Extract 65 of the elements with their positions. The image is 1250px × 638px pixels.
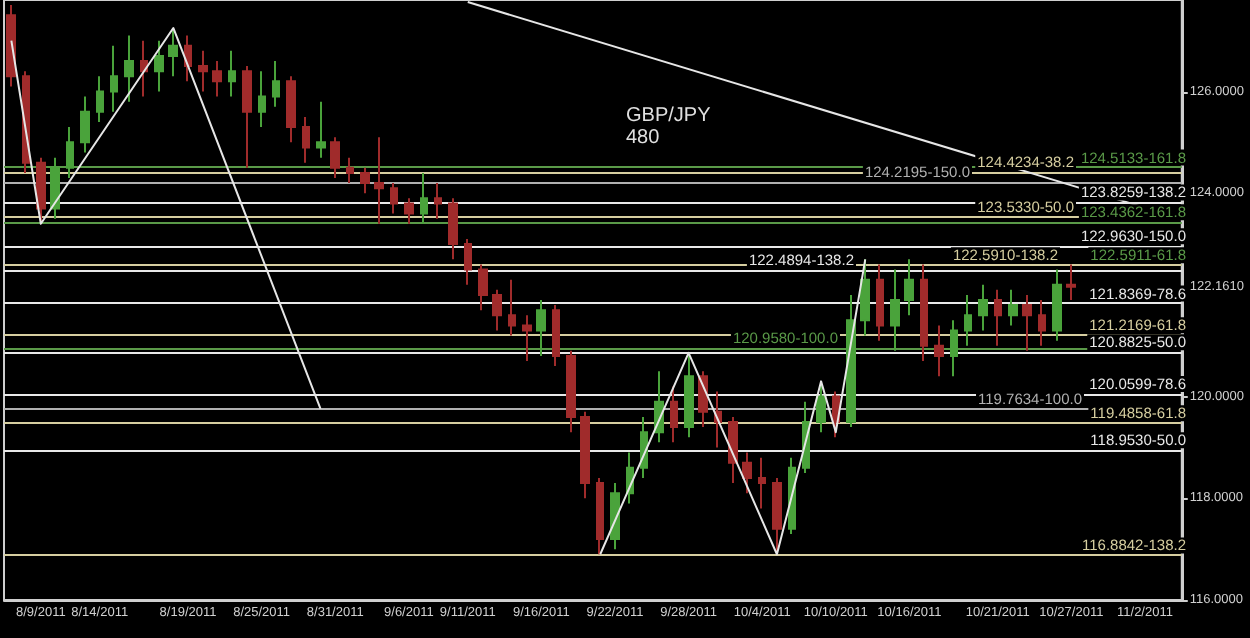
- candlestick: [552, 304, 560, 368]
- candlestick: [154, 39, 164, 93]
- candlestick: [258, 70, 266, 129]
- candlestick: [434, 182, 442, 220]
- candlestick: [596, 476, 604, 556]
- candlestick: [36, 156, 46, 225]
- candlestick: [124, 34, 134, 103]
- candlestick: [1008, 288, 1018, 327]
- candlestick: [184, 34, 192, 83]
- candlestick: [110, 44, 118, 113]
- candlestick: [1066, 263, 1076, 301]
- candlestick: [920, 263, 928, 363]
- candlestick: [492, 288, 502, 332]
- candlestick: [96, 75, 104, 124]
- candlestick: [404, 197, 414, 225]
- text: 480: [626, 127, 661, 149]
- candlestick: [684, 351, 694, 439]
- candlestick: [890, 268, 900, 352]
- candlestick: [478, 263, 488, 312]
- candlestick: [316, 100, 326, 159]
- candlestick: [580, 410, 590, 500]
- candlestick: [728, 415, 738, 485]
- candlestick: [272, 60, 280, 108]
- candlestick: [66, 126, 74, 179]
- candlestick: [670, 385, 678, 444]
- candlestick: [816, 380, 826, 434]
- candlestick: [6, 4, 16, 88]
- candlestick: [464, 237, 472, 286]
- candlestick: [994, 288, 1002, 347]
- candlestick: [390, 182, 398, 215]
- candlestick: [80, 95, 90, 154]
- candlestick: [302, 115, 310, 164]
- candlestick: [50, 156, 60, 220]
- candlestick: [448, 197, 458, 261]
- candlestick: [964, 293, 972, 347]
- candlestick: [758, 456, 766, 510]
- candlestick: [420, 171, 428, 225]
- candlestick: [876, 263, 884, 342]
- candlestick: [522, 314, 532, 363]
- candlestick: [286, 75, 296, 144]
- candlestick: [1052, 268, 1062, 342]
- candlestick: [330, 136, 340, 179]
- candlestick: [904, 258, 914, 317]
- candlestick: [346, 156, 354, 185]
- candlestick: [566, 349, 576, 434]
- candlestick: [360, 166, 370, 195]
- candlestick: [374, 136, 384, 225]
- candlestick: [242, 65, 252, 169]
- candlestick: [1022, 293, 1032, 352]
- candlestick: [772, 476, 782, 556]
- candlestick: [212, 60, 222, 98]
- candlestick: [1038, 299, 1046, 347]
- candlestick: [168, 26, 178, 78]
- candlestick: [508, 278, 516, 337]
- candlestick: [228, 49, 236, 98]
- text: GBP/JPY: [626, 105, 712, 127]
- candlestick: [950, 319, 958, 378]
- candlestick: [860, 258, 870, 337]
- candlestick: [140, 39, 148, 98]
- candlestick: [536, 299, 546, 357]
- candlestick: [610, 482, 620, 551]
- candlestick: [742, 451, 752, 495]
- candlestick: [934, 324, 944, 378]
- candlestick: [978, 283, 988, 332]
- candlestick: [198, 49, 208, 93]
